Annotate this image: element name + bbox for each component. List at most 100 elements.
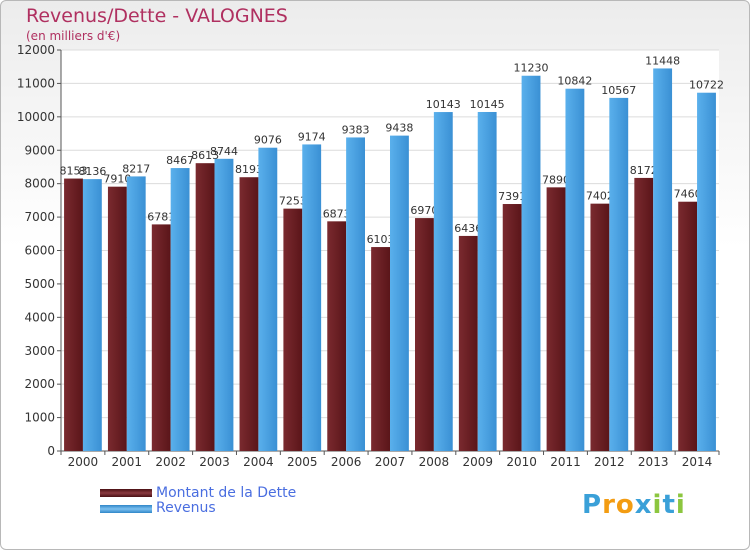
- bar-revenus: [82, 179, 102, 451]
- data-label-dette: 8172: [630, 164, 658, 177]
- legend-label-revenus: Revenus: [156, 500, 216, 516]
- data-label-dette: 8193: [235, 163, 263, 176]
- bar-revenus: [214, 158, 234, 451]
- data-label-revenus: 10143: [426, 98, 461, 111]
- bar-revenus: [521, 75, 541, 451]
- data-label-dette: 6436: [454, 222, 482, 235]
- data-label-dette: 6970: [410, 204, 438, 217]
- data-label-revenus: 8467: [166, 154, 194, 167]
- y-tick-label: 4000: [24, 310, 55, 324]
- data-label-revenus: 11448: [645, 54, 680, 67]
- data-label-dette: 7890: [542, 173, 570, 186]
- x-tick-label: 2007: [375, 455, 406, 469]
- bar-dette: [415, 218, 434, 451]
- data-label-revenus: 10567: [601, 84, 636, 97]
- y-tick-label: 12000: [17, 43, 55, 57]
- data-label-revenus: 9174: [298, 130, 326, 143]
- bar-dette: [634, 177, 654, 451]
- logo-letter: i: [652, 490, 663, 520]
- bar-dette: [678, 201, 698, 451]
- bar-dette: [458, 235, 478, 451]
- y-tick-label: 3000: [24, 344, 55, 358]
- logo-letter: P: [582, 490, 603, 520]
- y-tick-label: 1000: [24, 411, 55, 425]
- bar-dette: [64, 178, 83, 452]
- data-label-dette: 6781: [147, 210, 175, 223]
- x-tick-label: 2002: [155, 455, 186, 469]
- y-tick-label: 8000: [24, 177, 55, 191]
- data-label-dette: 7910: [103, 173, 131, 186]
- x-tick-label: 2008: [419, 455, 450, 469]
- bar-revenus: [170, 168, 190, 451]
- x-tick-label: 2004: [243, 455, 274, 469]
- bar-revenus: [653, 68, 673, 452]
- bar-revenus: [346, 137, 365, 451]
- data-label-dette: 6103: [367, 233, 395, 246]
- chart-subtitle: (en milliers d'€): [26, 29, 121, 43]
- bar-dette: [546, 187, 566, 451]
- x-tick-label: 2010: [506, 455, 537, 469]
- y-tick-label: 0: [47, 444, 55, 458]
- bar-revenus: [126, 176, 146, 451]
- bar-revenus: [477, 111, 497, 451]
- y-tick-label: 11000: [17, 76, 55, 90]
- x-tick-label: 2001: [112, 455, 143, 469]
- bar-revenus: [697, 92, 716, 452]
- bar-revenus: [609, 97, 629, 452]
- bar-revenus: [258, 147, 278, 451]
- legend-swatch-revenus: [100, 505, 152, 513]
- proxiti-logo: Proxiti: [582, 490, 686, 520]
- data-label-revenus: 10145: [470, 98, 505, 111]
- data-label-revenus: 10842: [557, 75, 592, 88]
- x-tick-label: 2014: [682, 455, 713, 469]
- data-label-revenus: 9383: [342, 123, 370, 136]
- x-tick-label: 2000: [68, 455, 99, 469]
- y-tick-label: 6000: [24, 244, 55, 258]
- data-label-dette: 8613: [191, 149, 219, 162]
- legend-label-dette: Montant de la Dette: [156, 485, 297, 501]
- bar-dette: [107, 186, 127, 451]
- bar-revenus: [565, 88, 585, 451]
- data-label-revenus: 8744: [210, 145, 238, 158]
- x-tick-label: 2013: [638, 455, 669, 469]
- y-tick-label: 7000: [24, 210, 55, 224]
- bar-dette: [502, 204, 522, 451]
- bar-dette: [371, 247, 390, 451]
- logo-letter: o: [615, 490, 635, 520]
- bar-revenus: [302, 144, 322, 452]
- data-label-dette: 6873: [323, 207, 351, 220]
- y-tick-label: 10000: [17, 110, 55, 124]
- bar-dette: [151, 224, 171, 451]
- data-label-revenus: 8217: [122, 162, 150, 175]
- bar-dette: [195, 163, 215, 451]
- logo-letter: r: [602, 490, 616, 520]
- x-tick-label: 2009: [462, 455, 493, 469]
- logo-letter: i: [675, 490, 686, 520]
- data-label-revenus: 9076: [254, 134, 282, 147]
- bar-revenus: [390, 135, 409, 451]
- data-label-dette: 8153: [60, 165, 88, 178]
- bar-dette: [590, 203, 610, 451]
- data-label-revenus: 8136: [78, 165, 106, 178]
- x-tick-label: 2011: [550, 455, 581, 469]
- x-tick-label: 2005: [287, 455, 318, 469]
- legend-swatch-dette: [100, 489, 152, 497]
- data-label-revenus: 11230: [514, 62, 549, 75]
- x-tick-label: 2012: [594, 455, 625, 469]
- chart-title: Revenus/Dette - VALOGNES: [26, 5, 288, 27]
- y-tick-label: 2000: [24, 377, 55, 391]
- bar-revenus: [433, 112, 453, 451]
- y-tick-label: 5000: [24, 277, 55, 291]
- data-label-dette: 7402: [586, 190, 614, 203]
- bar-dette: [239, 177, 259, 451]
- y-tick-label: 9000: [24, 143, 55, 157]
- x-tick-label: 2003: [199, 455, 230, 469]
- bar-dette: [283, 208, 303, 451]
- data-label-dette: 7253: [279, 195, 307, 208]
- logo-letter: t: [662, 490, 676, 520]
- data-label-revenus: 9438: [385, 122, 413, 135]
- data-label-dette: 7391: [498, 190, 526, 203]
- logo-letter: x: [634, 490, 653, 520]
- x-tick-label: 2006: [331, 455, 362, 469]
